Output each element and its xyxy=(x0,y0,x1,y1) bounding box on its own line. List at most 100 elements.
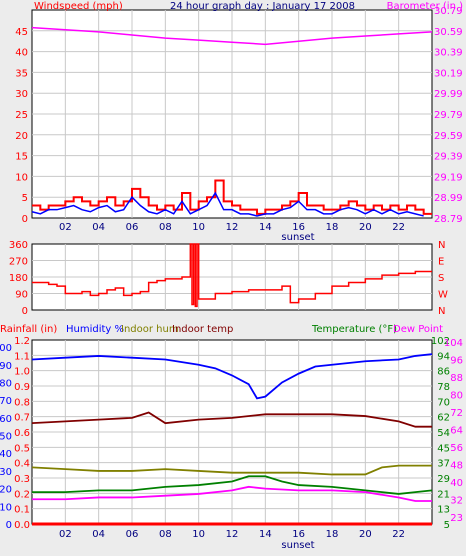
rainfall-tick-label: 1.0 xyxy=(14,367,30,378)
direction-tick-label: 360 xyxy=(9,240,28,251)
dew-point-series-line xyxy=(32,485,432,502)
dew-point-tick-label: 104 xyxy=(444,338,463,349)
temperature-tick-label: 21 xyxy=(437,489,450,500)
barometer-tick-label: 30.19 xyxy=(434,68,463,79)
temp-humidity-legend: Rainfall (in) Humidity % Indoor hum Indo… xyxy=(0,324,443,335)
x-tick-label-bottom: 20 xyxy=(359,529,372,540)
direction-tick-label: 180 xyxy=(9,273,28,284)
sunset-label-bottom: sunset xyxy=(281,540,314,551)
barometer-tick-label: 28.79 xyxy=(434,214,463,225)
temperature-tick-label: 45 xyxy=(437,443,450,454)
dew-point-tick-label: 96 xyxy=(450,356,463,367)
temperature-tick-label: 78 xyxy=(437,382,450,393)
humidity-tick-label: 100 xyxy=(0,343,12,354)
compass-tick-label: N xyxy=(438,240,445,251)
barometer-tick-label: 29.59 xyxy=(434,131,463,142)
series-lines xyxy=(31,26,433,526)
compass-tick-label: W xyxy=(438,290,448,301)
humidity-tick-label: 20 xyxy=(0,485,12,496)
barometer-tick-label: 30.79 xyxy=(434,6,463,17)
wind-direction-series-line xyxy=(32,243,432,308)
x-tick-label-bottom: 14 xyxy=(259,529,272,540)
dew-point-tick-label: 56 xyxy=(450,443,463,454)
rainfall-tick-label: 1.1 xyxy=(14,351,30,362)
x-tick-label-top: 18 xyxy=(326,222,339,233)
x-tick-label-top: 22 xyxy=(392,222,405,233)
temperature-tick-label: 5 xyxy=(444,520,450,531)
windspeed-tick-label: 35 xyxy=(15,68,28,79)
x-tick-label-bottom: 10 xyxy=(192,529,205,540)
grid-lines xyxy=(32,10,432,524)
indoor-hum-series-line xyxy=(31,464,432,476)
x-tick-label-top: 14 xyxy=(259,222,272,233)
dew-point-tick-label: 88 xyxy=(450,373,463,384)
humidity-tick-label: 40 xyxy=(0,449,12,460)
baro-series-line xyxy=(31,26,433,46)
rainfall-tick-label: 0.3 xyxy=(14,474,30,485)
legend-humidity: Humidity % xyxy=(66,324,124,335)
barometer-tick-label: 29.99 xyxy=(434,89,463,100)
x-tick-label-top: 16 xyxy=(292,222,305,233)
humidity-tick-label: 10 xyxy=(0,502,12,513)
rainfall-tick-label: 1.2 xyxy=(14,336,30,347)
rainfall-tick-label: 0.2 xyxy=(14,489,30,500)
compass-tick-label: N xyxy=(438,306,445,317)
windspeed-tick-label: 15 xyxy=(15,152,28,163)
x-tick-label-bottom: 22 xyxy=(392,529,405,540)
windspeed-tick-label: 40 xyxy=(15,48,28,59)
dew-point-tick-label: 72 xyxy=(450,408,463,419)
humidity-tick-label: 60 xyxy=(0,414,12,425)
windspeed-tick-label: 30 xyxy=(15,89,28,100)
rainfall-tick-label: 0.5 xyxy=(14,443,30,454)
legend-indoor-temp: Indoor temp xyxy=(172,324,233,335)
temperature-tick-label: 13 xyxy=(437,505,450,516)
dew-point-tick-label: 23 xyxy=(450,513,463,524)
barometer-tick-label: 29.39 xyxy=(434,152,463,163)
rainfall-tick-label: 0.0 xyxy=(14,520,30,531)
dew-point-tick-label: 80 xyxy=(450,391,463,402)
rainfall-tick-label: 0.6 xyxy=(14,428,30,439)
rainfall-tick-label: 0.1 xyxy=(14,505,30,516)
legend-indoor-hum: Indoor hum xyxy=(121,324,179,335)
rainfall-tick-label: 0.9 xyxy=(14,382,30,393)
dew-point-tick-label: 32 xyxy=(450,496,463,507)
x-tick-label-top: 10 xyxy=(192,222,205,233)
x-tick-label-top: 20 xyxy=(359,222,372,233)
x-tick-label-bottom: 18 xyxy=(326,529,339,540)
rainfall-tick-label: 0.4 xyxy=(14,459,30,470)
barometer-axis-label: Barometer (in.) xyxy=(387,1,463,12)
x-tick-label-bottom: 16 xyxy=(292,529,305,540)
x-tick-label-bottom: 02 xyxy=(59,529,72,540)
temperature-tick-label: 62 xyxy=(437,413,450,424)
temperature-tick-label: 37 xyxy=(437,459,450,470)
dew-point-tick-label: 48 xyxy=(450,461,463,472)
windspeed-tick-label: 20 xyxy=(15,131,28,142)
x-tick-label-top: 08 xyxy=(159,222,172,233)
x-tick-label-top: 02 xyxy=(59,222,72,233)
temperature-tick-label: 94 xyxy=(437,351,450,362)
windspeed-tick-label: 25 xyxy=(15,110,28,121)
x-tick-label-bottom: 08 xyxy=(159,529,172,540)
barometer-tick-label: 30.39 xyxy=(434,48,463,59)
humidity-tick-label: 30 xyxy=(0,467,12,478)
chart-title: 24 hour graph day : January 17 2008 xyxy=(170,1,355,12)
axis-ticks: 02 02 04 04 06 06 08 08 10 10 12 12 14 14 16 16 18 18 20 20… xyxy=(0,6,463,540)
barometer-tick-label: 30.59 xyxy=(434,27,463,38)
humidity-series-line xyxy=(31,353,433,400)
temperature-tick-label: 70 xyxy=(437,397,450,408)
temperature-tick-label: 102 xyxy=(431,336,450,347)
humidity-tick-label: 80 xyxy=(0,378,12,389)
windspeed-tick-label: 45 xyxy=(15,27,28,38)
x-tick-label-top: 12 xyxy=(226,222,239,233)
x-tick-label-top: 04 xyxy=(92,222,105,233)
direction-tick-label: 90 xyxy=(15,290,28,301)
compass-tick-label: S xyxy=(438,273,444,284)
dew-point-tick-label: 64 xyxy=(450,426,463,437)
direction-tick-label: 270 xyxy=(9,257,28,268)
x-tick-label-top: 06 xyxy=(126,222,139,233)
windspeed-tick-label: 0 xyxy=(22,214,28,225)
gust-series-line xyxy=(32,179,432,215)
legend-dew-point: Dew Point xyxy=(393,324,443,335)
